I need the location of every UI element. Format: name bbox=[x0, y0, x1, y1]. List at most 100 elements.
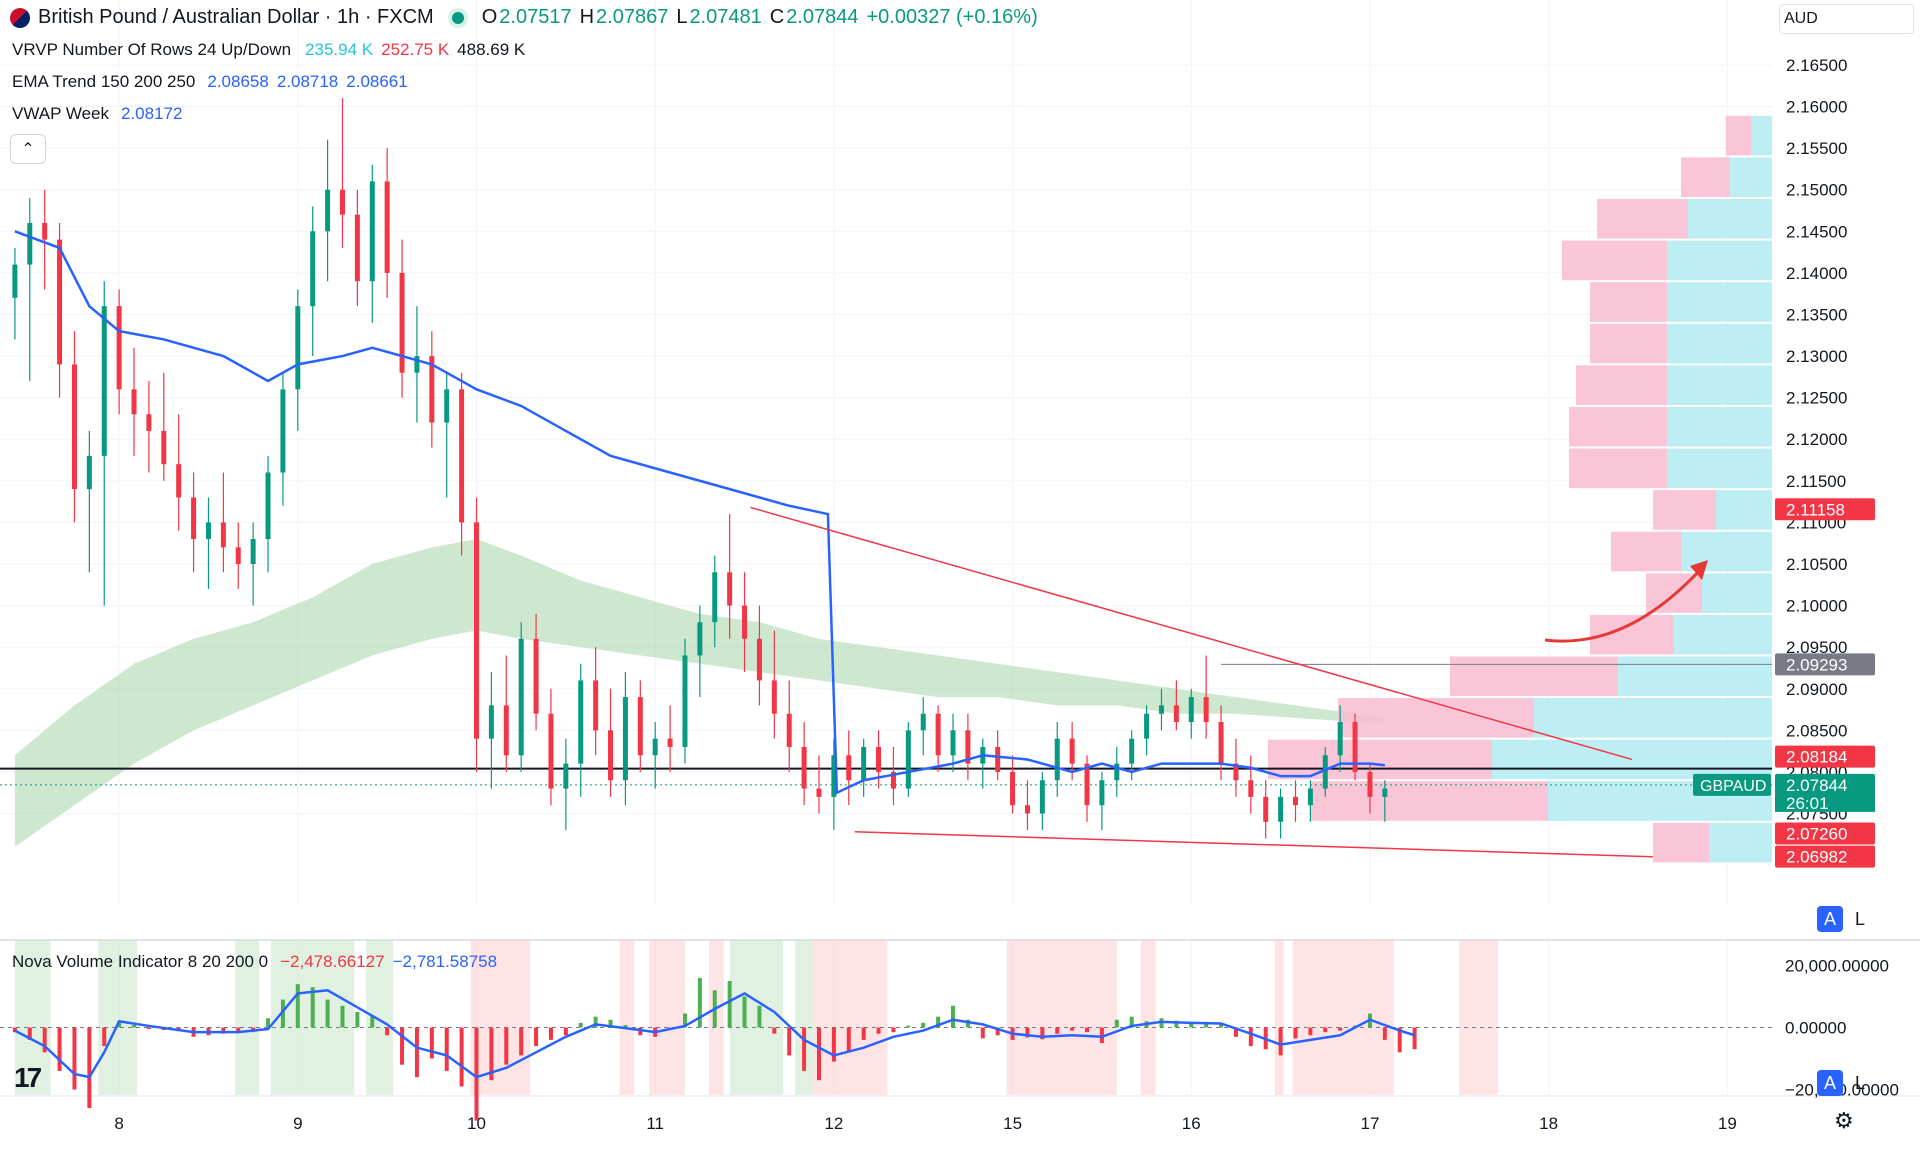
price-change: +0.00327 (+0.16%) bbox=[866, 6, 1038, 28]
grid bbox=[0, 0, 1772, 1095]
oscillator-bar bbox=[117, 1021, 122, 1028]
oscillator-legend[interactable]: Nova Volume Indicator 8 20 200 0 −2,478.… bbox=[12, 952, 497, 972]
symbol-title[interactable]: British Pound / Australian Dollar · 1h ·… bbox=[38, 6, 434, 28]
candle-body bbox=[935, 713, 941, 756]
oscillator-bar bbox=[846, 1027, 851, 1053]
candle-body bbox=[191, 497, 197, 540]
candle-body bbox=[995, 746, 1001, 772]
volume-profile-up-bar bbox=[1667, 448, 1772, 489]
tradingview-logo[interactable]: 17 bbox=[14, 1062, 42, 1093]
price-tick-label: 2.08500 bbox=[1786, 721, 1847, 740]
candle-body bbox=[742, 605, 748, 639]
candle-body bbox=[12, 264, 18, 298]
volume-profile-down-bar bbox=[1653, 490, 1716, 530]
volume-profile-up-bar bbox=[1618, 656, 1772, 697]
oscillator-bar bbox=[593, 1016, 598, 1028]
candle-body bbox=[310, 231, 316, 307]
price-tag-countdown bbox=[1775, 791, 1875, 812]
symbol-tag-label: GBPAUD bbox=[1700, 778, 1766, 795]
volume-profile-down-bar bbox=[1450, 656, 1618, 697]
volume-profile-down-bar bbox=[1569, 448, 1667, 489]
oscillator-bar bbox=[132, 1025, 137, 1028]
oscillator-bar bbox=[1278, 1027, 1283, 1056]
oscillator-bar bbox=[489, 1027, 494, 1081]
trendline bbox=[750, 506, 1633, 761]
oscillator-bar bbox=[280, 999, 285, 1028]
collapse-legend-button[interactable]: ⌃ bbox=[10, 134, 46, 164]
oscillator-bar bbox=[534, 1027, 539, 1047]
candle-body bbox=[1337, 722, 1343, 756]
oscillator-bar bbox=[459, 1027, 464, 1087]
time-axis: 8 9 10 11 12 15 16 17 18 19 bbox=[114, 1114, 1736, 1133]
candle-body bbox=[27, 222, 33, 265]
auto-scale-button[interactable]: A bbox=[1817, 906, 1843, 932]
oscillator-bar bbox=[57, 1027, 62, 1071]
oscillator-bar bbox=[429, 1027, 434, 1059]
settings-gear-icon[interactable]: ⚙ bbox=[1834, 1108, 1854, 1133]
volume-profile-up-bar bbox=[1730, 157, 1772, 198]
candle-body bbox=[414, 356, 420, 373]
candle-body bbox=[786, 713, 792, 747]
volume-profile-down-bar bbox=[1590, 282, 1667, 322]
volume-profile-down-bar bbox=[1725, 115, 1751, 156]
vrvp-down: 252.75 K bbox=[381, 40, 450, 59]
volume-profile-up-bar bbox=[1716, 490, 1772, 530]
oscillator-bar bbox=[921, 1022, 926, 1028]
vrvp-legend[interactable]: VRVP Number Of Rows 24 Up/Down 235.94 K … bbox=[12, 40, 525, 60]
candle-body bbox=[295, 306, 301, 390]
ema-legend[interactable]: EMA Trend 150 200 250 2.08658 2.08718 2.… bbox=[12, 72, 408, 92]
oscillator-bar bbox=[697, 977, 702, 1028]
price-tag bbox=[1775, 845, 1875, 868]
oscillator-value-2: −2,781.58758 bbox=[392, 952, 498, 971]
oscillator-bar bbox=[400, 1027, 405, 1065]
vwap-legend[interactable]: VWAP Week 2.08172 bbox=[12, 104, 182, 124]
candle-body bbox=[459, 389, 465, 523]
candle-body bbox=[667, 738, 673, 747]
ohlc-low: 2.07481 bbox=[689, 6, 762, 28]
candle-body bbox=[235, 547, 241, 564]
candle-body bbox=[890, 771, 896, 789]
volume-profile-down-bar bbox=[1268, 739, 1492, 780]
price-tag bbox=[1775, 822, 1875, 845]
candle-body bbox=[474, 522, 480, 739]
oscillator-bar bbox=[876, 1027, 881, 1034]
candle-body bbox=[533, 638, 539, 714]
candle-body bbox=[608, 730, 614, 781]
price-tick-label: 2.16500 bbox=[1786, 56, 1847, 75]
oscillator-bar bbox=[951, 1005, 956, 1028]
oscillator-bar bbox=[1189, 1022, 1194, 1028]
osc-auto-scale-button[interactable]: A bbox=[1817, 1070, 1843, 1096]
price-tick-label: 2.09000 bbox=[1786, 680, 1847, 699]
oscillator-bar bbox=[965, 1019, 970, 1028]
candle-body bbox=[429, 356, 435, 423]
candle-body bbox=[920, 713, 926, 731]
oscillator-bar bbox=[623, 1025, 628, 1028]
price-tag-label: 2.06982 bbox=[1786, 848, 1847, 867]
price-tick-label: 2.14500 bbox=[1786, 222, 1847, 241]
candle-body bbox=[682, 655, 688, 747]
oscillator-shade-band bbox=[619, 940, 635, 1095]
volume-profile-up-bar bbox=[1667, 240, 1772, 281]
oscillator-bar bbox=[936, 1016, 941, 1028]
osc-log-scale-button[interactable]: L bbox=[1854, 1072, 1865, 1093]
ema-label: EMA Trend 150 200 250 bbox=[12, 72, 196, 91]
candle-body bbox=[622, 697, 628, 781]
candle-body bbox=[1129, 738, 1135, 764]
candle-body bbox=[1188, 697, 1194, 723]
candle-body bbox=[861, 746, 867, 781]
candle-body bbox=[1352, 722, 1358, 772]
currency-select[interactable]: AUD bbox=[1779, 4, 1914, 34]
candle-body bbox=[57, 239, 63, 365]
candle-body bbox=[1099, 780, 1105, 806]
oscillator-bar bbox=[980, 1027, 985, 1039]
oscillator-bar bbox=[802, 1027, 807, 1071]
vrvp-up: 235.94 K bbox=[305, 40, 374, 59]
oscillator-bar bbox=[355, 1012, 360, 1028]
log-scale-button[interactable]: L bbox=[1854, 908, 1865, 929]
oscillator-bar bbox=[1248, 1027, 1253, 1047]
time-tick-label: 11 bbox=[646, 1114, 664, 1133]
candle-body bbox=[756, 638, 762, 681]
oscillator-bar bbox=[474, 1027, 479, 1121]
candle-body bbox=[399, 272, 405, 373]
